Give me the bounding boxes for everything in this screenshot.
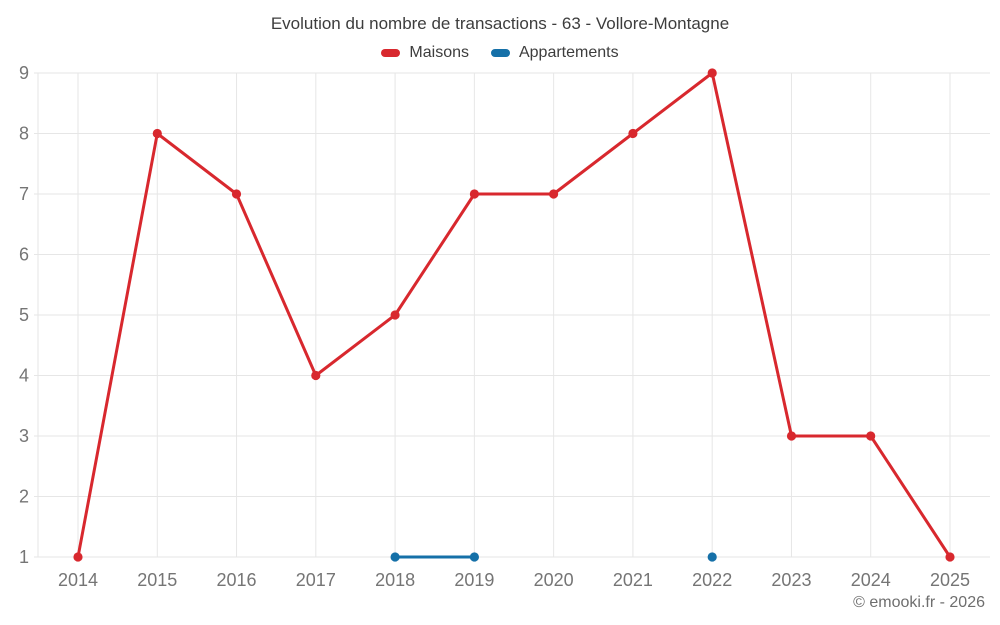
x-tick-label: 2021 bbox=[613, 570, 653, 590]
x-tick-label: 2025 bbox=[930, 570, 970, 590]
maisons-swatch-icon bbox=[381, 49, 401, 57]
y-tick-label: 4 bbox=[19, 366, 29, 386]
data-point-maisons-2019[interactable] bbox=[469, 189, 479, 199]
data-point-maisons-2016[interactable] bbox=[231, 189, 242, 199]
y-tick-label: 8 bbox=[19, 124, 29, 144]
copyright-footer: © emooki.fr - 2026 bbox=[853, 594, 985, 611]
legend-item-appartements[interactable]: Appartements bbox=[490, 44, 619, 62]
x-tick-label: 2020 bbox=[534, 570, 574, 590]
chart-legend: Maisons Appartements bbox=[0, 44, 1000, 62]
data-point-maisons-2015[interactable] bbox=[152, 128, 162, 139]
y-tick-label: 7 bbox=[19, 184, 29, 204]
data-point-appartements-2019[interactable] bbox=[469, 552, 479, 562]
x-tick-label: 2016 bbox=[217, 570, 257, 590]
x-tick-label: 2017 bbox=[296, 570, 336, 590]
appartements-swatch-icon bbox=[490, 49, 510, 57]
y-tick-label: 9 bbox=[19, 63, 29, 83]
data-point-maisons-2024[interactable] bbox=[866, 431, 876, 441]
legend-item-maisons[interactable]: Maisons bbox=[381, 44, 469, 62]
data-point-maisons-2018[interactable] bbox=[390, 310, 400, 320]
data-point-maisons-2023[interactable] bbox=[786, 431, 797, 441]
data-point-maisons-2022[interactable] bbox=[707, 68, 717, 78]
x-tick-label: 2014 bbox=[58, 570, 98, 590]
y-tick-label: 3 bbox=[19, 426, 29, 446]
x-tick-label: 2022 bbox=[692, 570, 732, 590]
chart-title: Evolution du nombre de transactions - 63… bbox=[270, 14, 730, 33]
legend-label-appartements: Appartements bbox=[518, 44, 619, 61]
legend-label-maisons: Maisons bbox=[409, 44, 469, 61]
series-line-maisons bbox=[76, 71, 952, 559]
y-tick-label: 1 bbox=[19, 547, 29, 567]
x-tick-label: 2019 bbox=[454, 570, 494, 590]
y-tick-label: 2 bbox=[19, 487, 29, 507]
data-point-maisons-2020[interactable] bbox=[549, 189, 559, 199]
y-tick-label: 5 bbox=[19, 305, 29, 325]
data-point-appartements-2022[interactable] bbox=[707, 552, 717, 562]
x-tick-label: 2024 bbox=[851, 570, 891, 590]
y-tick-label: 6 bbox=[19, 245, 29, 265]
data-point-maisons-2014[interactable] bbox=[73, 552, 83, 562]
data-point-appartements-2018[interactable] bbox=[390, 552, 400, 562]
x-tick-label: 2018 bbox=[375, 570, 415, 590]
x-tick-label: 2015 bbox=[137, 570, 177, 590]
x-tick-label: 2023 bbox=[771, 570, 811, 590]
data-point-maisons-2017[interactable] bbox=[311, 370, 321, 381]
data-point-maisons-2021[interactable] bbox=[628, 128, 638, 139]
data-point-maisons-2025[interactable] bbox=[945, 552, 955, 562]
